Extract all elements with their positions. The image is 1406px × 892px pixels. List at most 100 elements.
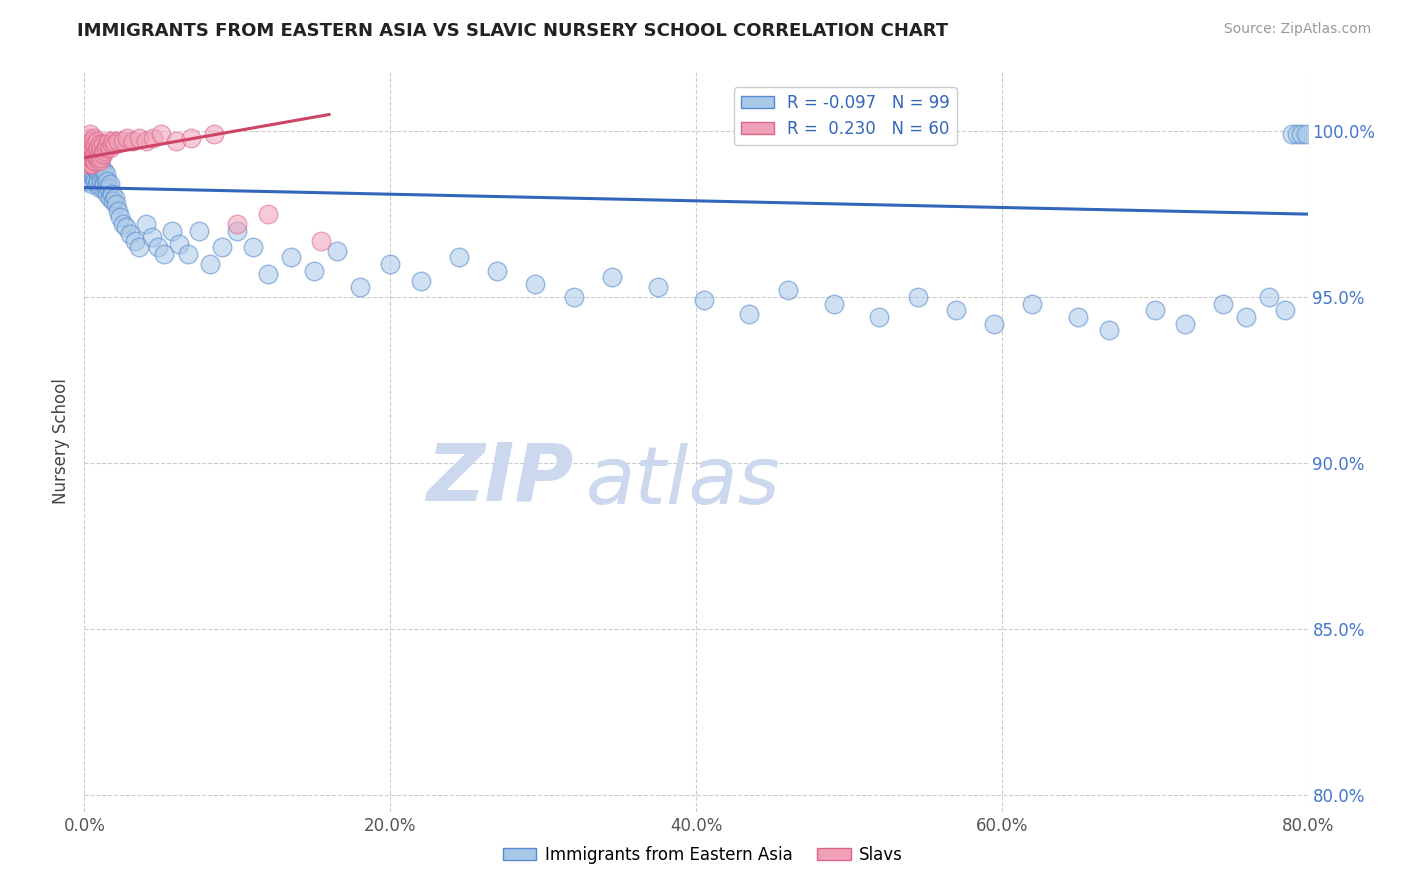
Point (90, 141, 112, 155)
Point (128, 130, 150, 145)
Point (153, 247, 176, 261)
Point (98, 178, 121, 192)
Point (84, 174, 107, 188)
Point (91, 137, 114, 152)
Point (79, 137, 101, 152)
Point (79, 157, 101, 171)
Point (1258, 290, 1281, 304)
Point (80, 141, 103, 155)
Point (280, 250, 302, 264)
Point (122, 134, 145, 148)
Point (77, 144, 100, 158)
Point (115, 130, 138, 145)
Point (101, 187, 124, 202)
Point (524, 277, 547, 291)
Point (94, 167, 117, 181)
Point (124, 234, 146, 248)
Point (77, 147, 100, 161)
Point (945, 303, 967, 318)
Point (83, 170, 105, 185)
Point (146, 240, 169, 254)
Point (1021, 297, 1043, 311)
Point (823, 297, 845, 311)
Point (128, 240, 150, 254)
Point (77, 130, 100, 145)
Point (84, 137, 107, 152)
Point (98, 190, 121, 204)
Point (96, 187, 118, 202)
Point (80, 157, 103, 171)
Point (91, 180, 114, 194)
Point (76, 164, 98, 178)
Point (90, 151, 112, 165)
Point (1291, 128, 1313, 142)
Point (647, 280, 669, 294)
Point (486, 263, 509, 277)
Point (135, 217, 157, 231)
Point (325, 244, 347, 258)
Point (97, 134, 120, 148)
Point (76, 157, 98, 171)
Point (84, 151, 107, 165)
Point (80, 153, 103, 168)
Point (105, 197, 128, 211)
Point (380, 257, 402, 271)
Point (91, 167, 114, 181)
Point (75, 141, 97, 155)
Point (84, 161, 107, 175)
Point (80, 151, 103, 165)
Point (907, 290, 929, 304)
Point (77, 151, 100, 165)
Point (79, 151, 101, 165)
Point (91, 147, 114, 161)
Point (86, 178, 108, 192)
Point (141, 230, 163, 244)
Point (1295, 128, 1317, 142)
Point (349, 280, 371, 294)
Point (114, 220, 136, 235)
Point (84, 153, 107, 168)
Point (90, 174, 112, 188)
Point (447, 250, 470, 264)
Point (76, 153, 98, 168)
Point (1098, 323, 1121, 337)
Point (94, 180, 117, 194)
Point (692, 293, 714, 308)
Point (86, 151, 108, 165)
Point (160, 224, 183, 238)
Point (983, 317, 1005, 331)
Point (188, 224, 211, 238)
Point (180, 130, 202, 145)
Point (77, 137, 100, 152)
Point (83, 141, 105, 155)
Point (86, 134, 108, 148)
Point (120, 227, 142, 241)
Point (80, 144, 103, 158)
Point (103, 194, 125, 208)
Point (87, 151, 110, 165)
Point (142, 130, 165, 145)
Point (107, 134, 129, 148)
Point (108, 211, 131, 225)
Point (79, 161, 101, 175)
Point (89, 153, 111, 168)
Point (86, 164, 108, 178)
Point (79, 128, 101, 142)
Point (86, 144, 108, 158)
Point (111, 217, 134, 231)
Point (111, 134, 134, 148)
Point (409, 273, 432, 287)
Point (135, 134, 157, 148)
Point (87, 157, 110, 171)
Point (76, 137, 98, 152)
Point (165, 134, 187, 148)
Point (83, 147, 105, 161)
Point (76, 147, 98, 161)
Point (83, 130, 105, 145)
Point (77, 153, 100, 168)
Point (93, 178, 115, 192)
Text: atlas: atlas (586, 443, 780, 521)
Point (77, 157, 100, 171)
Point (79, 144, 101, 158)
Point (167, 237, 190, 252)
